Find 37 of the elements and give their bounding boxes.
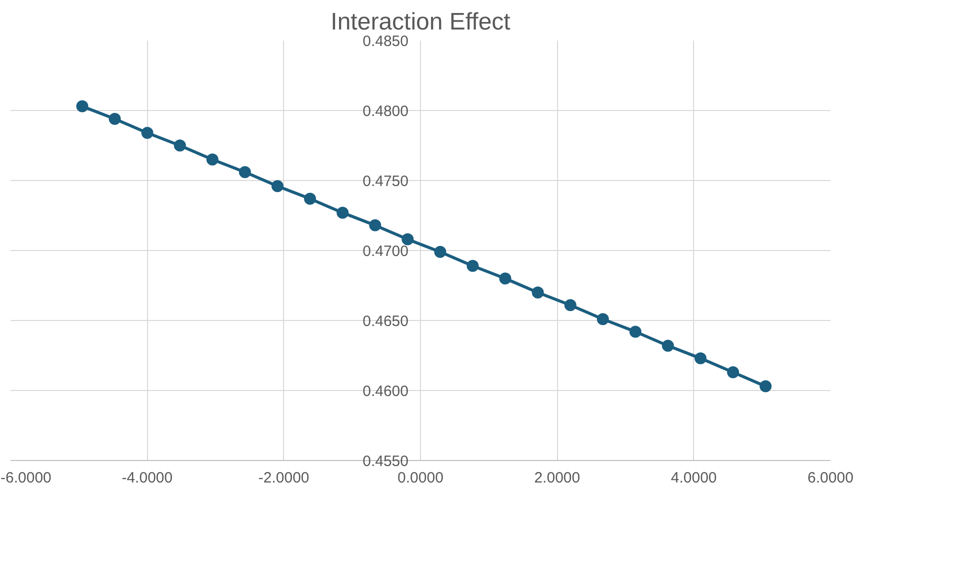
point	[369, 219, 382, 232]
point	[402, 233, 414, 246]
point	[304, 192, 316, 205]
y-tick-label: 0.4850	[362, 33, 409, 50]
x-tick-label: -6.0000	[0, 470, 52, 486]
point	[596, 313, 609, 326]
point	[694, 352, 707, 364]
chart-title: Interaction Effect	[330, 8, 511, 36]
point	[238, 166, 251, 178]
point	[336, 206, 349, 219]
x-tick-label: 0.0000	[398, 470, 444, 486]
y-tick-label: 0.4800	[362, 103, 409, 120]
point	[434, 246, 446, 258]
point	[174, 140, 186, 152]
point	[206, 154, 218, 166]
point	[629, 326, 642, 338]
point	[727, 366, 740, 378]
point	[499, 272, 512, 284]
y-tick-label: 0.4700	[362, 243, 409, 260]
point	[466, 260, 479, 272]
y-tick-label: 0.4600	[362, 383, 409, 400]
point	[760, 380, 772, 392]
point	[76, 100, 88, 112]
x-tick-label: 2.0000	[534, 470, 580, 486]
point	[662, 340, 674, 352]
point	[141, 126, 154, 139]
point	[532, 286, 544, 298]
x-tick-label: 4.0000	[670, 470, 717, 486]
x-tick-label: -2.0000	[258, 470, 310, 486]
x-tick-label: -4.0000	[122, 470, 173, 486]
point	[108, 112, 121, 125]
y-tick-label: 0.4650	[362, 313, 409, 330]
point	[564, 299, 576, 312]
x-tick-label: 6.0000	[808, 470, 854, 486]
point	[271, 180, 284, 192]
y-tick-label: 0.4750	[362, 173, 409, 190]
y-tick-label: 0.4550	[362, 453, 409, 470]
